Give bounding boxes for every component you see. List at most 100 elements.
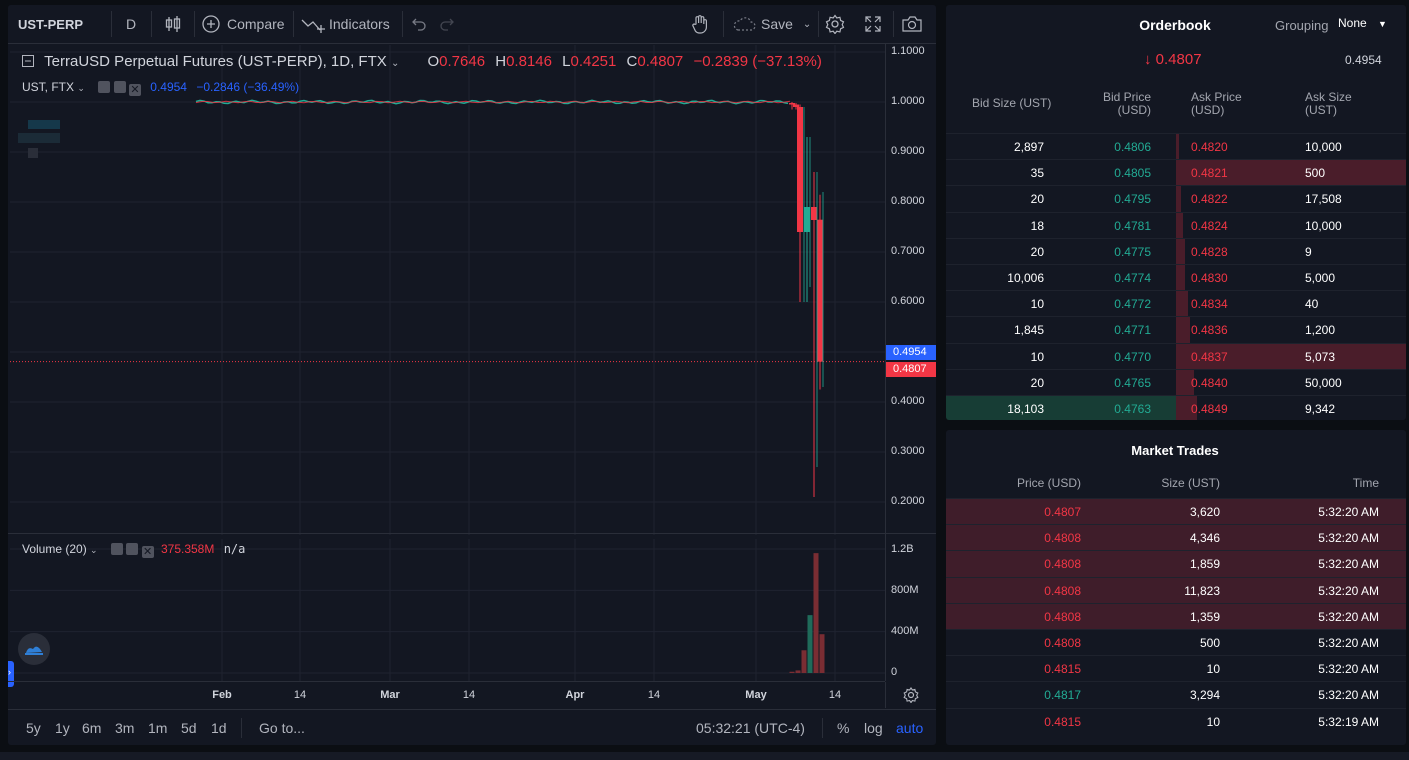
grouping-select[interactable]: None ▼ bbox=[1338, 16, 1387, 30]
collapse-legend-icon[interactable] bbox=[22, 55, 34, 67]
trade-row[interactable]: 0.4815 10 5:32:20 AM bbox=[946, 655, 1406, 682]
symbol-title[interactable]: TerraUSD Perpetual Futures (UST-PERP), 1… bbox=[44, 53, 387, 70]
close-label: C bbox=[626, 53, 638, 70]
range-1m[interactable]: 1m bbox=[148, 720, 168, 736]
price-tick: 0.7000 bbox=[891, 245, 925, 257]
trade-row[interactable]: 0.4808 4,346 5:32:20 AM bbox=[946, 524, 1406, 552]
range-1d[interactable]: 1d bbox=[211, 720, 227, 736]
snapshot-button[interactable] bbox=[901, 5, 923, 43]
orderbook-row[interactable]: 10,006 0.4774 0.4830 5,000 bbox=[946, 264, 1406, 291]
scale-settings-button[interactable] bbox=[885, 682, 936, 708]
trade-row[interactable]: 0.4815 10 5:32:19 AM bbox=[946, 707, 1406, 735]
range-1y[interactable]: 1y bbox=[55, 720, 70, 736]
orderbook-row[interactable]: 35 0.4805 0.4821 500 bbox=[946, 159, 1406, 187]
trade-price: 0.4815 bbox=[1044, 714, 1081, 729]
bottom-toolbar: 5y 1y 6m 3m 1m 5d 1d Go to... 05:32:21 (… bbox=[8, 709, 936, 745]
chevron-down-icon[interactable]: ⌄ bbox=[77, 83, 85, 93]
trade-row[interactable]: 0.4808 11,823 5:32:20 AM bbox=[946, 576, 1406, 604]
save-button[interactable]: Save ⌄ bbox=[731, 5, 811, 43]
redo-icon bbox=[440, 18, 454, 31]
chevron-down-icon[interactable]: ⌄ bbox=[90, 545, 98, 555]
trade-row[interactable]: 0.4808 1,359 5:32:20 AM bbox=[946, 602, 1406, 630]
goto-button[interactable]: Go to... bbox=[259, 720, 305, 736]
clock[interactable]: 05:32:21 (UTC-4) bbox=[696, 720, 805, 736]
ask-depth-bar bbox=[1176, 291, 1188, 318]
ask-depth-bar bbox=[1176, 134, 1179, 160]
orderbook-row[interactable]: 20 0.4775 0.4828 9 bbox=[946, 237, 1406, 265]
bid-size-header: Bid Size (UST) bbox=[972, 96, 1052, 110]
pane-separator[interactable] bbox=[8, 533, 885, 534]
trade-price: 0.4817 bbox=[1044, 688, 1081, 703]
ask-depth-bar bbox=[1176, 343, 1406, 370]
orderbook-row[interactable]: 2,897 0.4806 0.4820 10,000 bbox=[946, 133, 1406, 160]
eye-icon[interactable] bbox=[110, 543, 123, 555]
settings-button[interactable] bbox=[825, 5, 845, 43]
bid-price: 0.4765 bbox=[1114, 375, 1151, 390]
grouping-value: None bbox=[1338, 16, 1367, 30]
gear-icon[interactable] bbox=[113, 81, 126, 93]
ask-price-header: Ask Price (USD) bbox=[1191, 90, 1242, 117]
time-scale[interactable]: Feb 14 Mar 14 Apr 14 May 14 bbox=[8, 681, 919, 708]
gear-icon bbox=[903, 687, 919, 703]
symbol-label: UST-PERP bbox=[18, 16, 84, 32]
undo-button[interactable] bbox=[411, 5, 427, 43]
drag-mode-button[interactable] bbox=[690, 5, 710, 43]
price-scale[interactable]: 1.1000 1.0000 0.9000 0.8000 0.7000 0.600… bbox=[885, 43, 936, 681]
chart-type-button[interactable] bbox=[164, 5, 182, 43]
trade-size: 1,359 bbox=[1189, 609, 1220, 624]
gear-icon[interactable] bbox=[126, 543, 139, 555]
bid-size: 10 bbox=[1030, 349, 1044, 364]
trade-row[interactable]: 0.4807 3,620 5:32:20 AM bbox=[946, 498, 1406, 525]
trade-row[interactable]: 0.4808 1,859 5:32:20 AM bbox=[946, 550, 1406, 578]
expand-toolbar-handle[interactable]: › bbox=[8, 661, 14, 687]
grouping-label: Grouping bbox=[1275, 18, 1329, 33]
volume-bar bbox=[813, 553, 819, 673]
interval-label: D bbox=[126, 16, 137, 32]
ask-size: 9 bbox=[1305, 244, 1312, 259]
redo-button[interactable] bbox=[439, 5, 455, 43]
trade-size: 10 bbox=[1206, 714, 1220, 729]
log-toggle[interactable]: log bbox=[864, 720, 883, 736]
close-icon[interactable]: ✕ bbox=[128, 84, 141, 96]
high-value: 0.8146 bbox=[506, 53, 552, 70]
candle-body bbox=[811, 207, 817, 220]
close-icon[interactable]: ✕ bbox=[141, 546, 154, 558]
compare-button[interactable]: Compare bbox=[201, 5, 285, 43]
bid-size: 20 bbox=[1030, 375, 1044, 390]
orderbook-row[interactable]: 1,845 0.4771 0.4836 1,200 bbox=[946, 316, 1406, 344]
eye-icon[interactable] bbox=[98, 81, 111, 93]
orderbook-row[interactable]: 18 0.4781 0.4824 10,000 bbox=[946, 211, 1406, 239]
price-pane[interactable] bbox=[10, 45, 885, 535]
orderbook-row[interactable]: 20 0.4795 0.4822 17,508 bbox=[946, 185, 1406, 213]
compare-symbol[interactable]: UST, FTX bbox=[22, 80, 75, 94]
price-tick: 0.9000 bbox=[891, 145, 925, 157]
auto-toggle[interactable]: auto bbox=[896, 720, 924, 736]
orderbook-row[interactable]: 18,103 0.4763 0.4849 9,342 bbox=[946, 395, 1406, 420]
volume-label[interactable]: Volume (20) bbox=[22, 542, 87, 556]
ask-depth-bar bbox=[1176, 396, 1197, 420]
interval-button[interactable]: D bbox=[126, 5, 136, 43]
percent-toggle[interactable]: % bbox=[837, 720, 850, 736]
trade-row[interactable]: 0.4817 3,294 5:32:20 AM bbox=[946, 681, 1406, 708]
symbol-search-button[interactable]: UST-PERP bbox=[18, 5, 110, 43]
range-6m[interactable]: 6m bbox=[82, 720, 102, 736]
trade-size: 3,294 bbox=[1189, 688, 1220, 703]
range-3m[interactable]: 3m bbox=[115, 720, 135, 736]
orderbook-row[interactable]: 10 0.4770 0.4837 5,073 bbox=[946, 342, 1406, 370]
range-5d[interactable]: 5d bbox=[181, 720, 197, 736]
fullscreen-button[interactable] bbox=[864, 5, 882, 43]
camera-icon bbox=[902, 16, 922, 32]
candle-body bbox=[797, 107, 803, 232]
bid-price: 0.4805 bbox=[1114, 166, 1151, 181]
volume-pane[interactable] bbox=[10, 539, 885, 681]
indicators-button[interactable]: Indicators bbox=[301, 5, 390, 43]
orderbook-row[interactable]: 20 0.4765 0.4840 50,000 bbox=[946, 368, 1406, 396]
trade-row[interactable]: 0.4808 500 5:32:20 AM bbox=[946, 629, 1406, 656]
orderbook-row[interactable]: 10 0.4772 0.4834 40 bbox=[946, 290, 1406, 318]
trade-price: 0.4808 bbox=[1044, 583, 1081, 598]
bid-depth-bar bbox=[946, 396, 1176, 420]
tradingview-logo[interactable] bbox=[18, 633, 50, 665]
cloud-icon bbox=[733, 17, 756, 31]
range-5y[interactable]: 5y bbox=[26, 720, 41, 736]
chevron-down-icon[interactable]: ⌄ bbox=[390, 58, 400, 69]
